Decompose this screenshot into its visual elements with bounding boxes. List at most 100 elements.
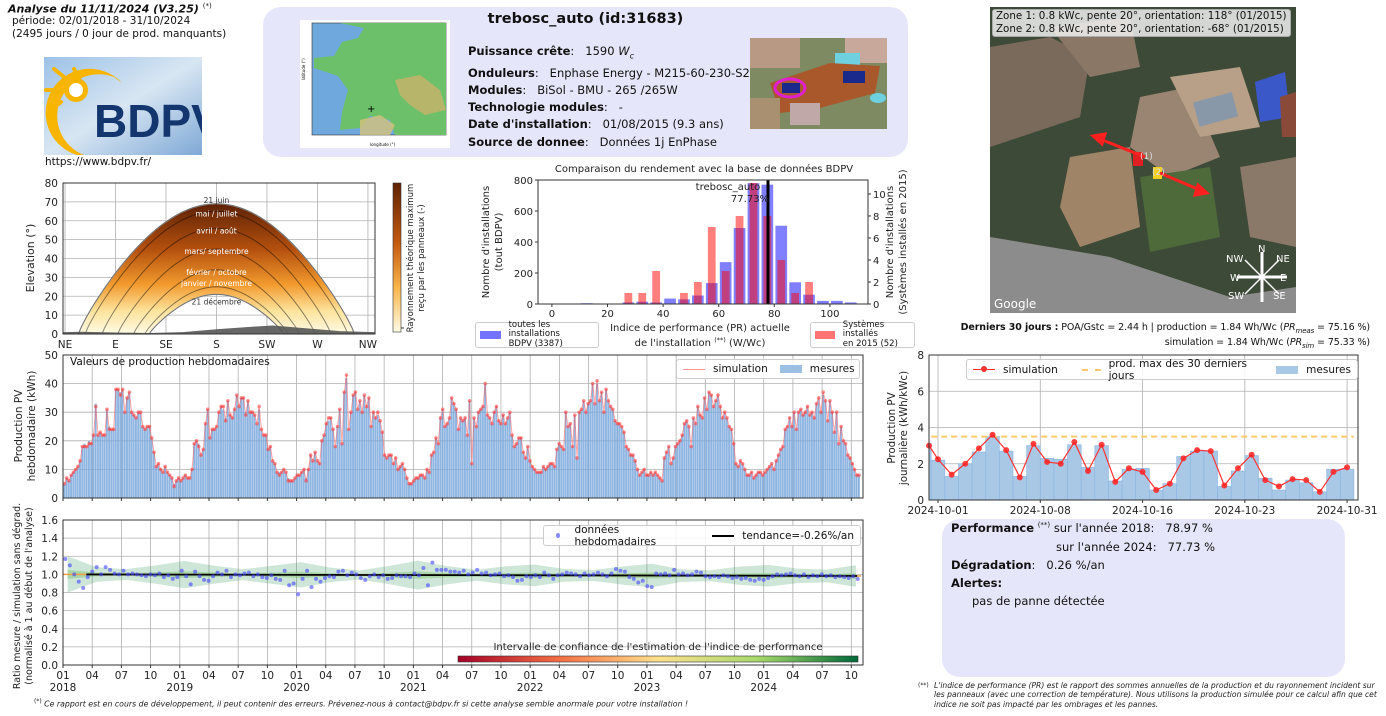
weekly-ratio-point <box>493 572 498 577</box>
simulation-point <box>754 473 758 477</box>
zone-1-marker: (1) <box>1140 152 1153 162</box>
y-tick-label: 30 <box>45 272 58 284</box>
simulation-point <box>579 407 584 412</box>
simulation-point <box>1344 464 1351 471</box>
weekly-bar <box>231 417 234 498</box>
weekly-bar <box>658 477 661 498</box>
sun-path-chart: 0 10 20 30 40 50 60 70 80 NE E SE S SW W NW 21 juin mai /… <box>24 178 427 351</box>
weekly-bar <box>589 400 592 498</box>
weekly-bar <box>416 477 419 498</box>
daily-production-chart: 0 2 4 6 8 2024-10-01 2024-10-08 2024-10-16 2024-… <box>886 350 1378 517</box>
bdpv-url-link[interactable]: https://www.bdpv.fr/ <box>45 156 152 168</box>
weekly-ratio-point <box>246 570 251 575</box>
axes-frame <box>62 354 864 499</box>
simulation-point <box>496 418 501 423</box>
weekly-bar <box>499 423 502 498</box>
alerts-value: pas de panne détectée <box>972 594 1105 608</box>
y-tick-label: 6 <box>917 386 924 398</box>
y-tick-label: 0 <box>917 495 924 507</box>
x-tick-label-year: 2023 <box>634 682 661 694</box>
simulation-point <box>622 430 626 435</box>
weekly-bar <box>278 472 281 498</box>
legend-trend: tendance=-0.26%/an <box>702 530 854 542</box>
simulation-point <box>602 410 606 415</box>
weekly-bar <box>369 426 372 498</box>
daily-bar <box>1189 450 1205 501</box>
weekly-bar <box>387 455 390 498</box>
x-tick-label-month: 04 <box>436 670 450 682</box>
x-tick-label: 20 <box>601 309 614 320</box>
weekly-bar <box>264 435 267 498</box>
weekly-ratio-point <box>851 574 856 579</box>
x-tick-label-month: 10 <box>728 670 741 682</box>
weekly-ratio-point <box>367 574 372 579</box>
weekly-bar <box>687 426 690 498</box>
simulation-point <box>396 467 400 472</box>
weekly-ratio-point <box>287 583 292 588</box>
simulation-point <box>675 441 680 446</box>
simulation-point <box>232 407 237 412</box>
simulation-point <box>96 433 100 437</box>
daily-bar <box>1026 445 1041 501</box>
simulation-point <box>1235 465 1241 472</box>
weekly-bar <box>414 477 417 498</box>
simulation-point <box>843 441 848 446</box>
weekly-ratio-point <box>179 568 184 573</box>
weekly-ratio-point <box>148 572 153 577</box>
simulation-point <box>76 464 80 469</box>
weekly-ratio-point <box>707 575 712 580</box>
weekly-ratio-point <box>560 572 565 577</box>
simulation-point <box>624 444 629 449</box>
simulation-point <box>485 413 490 417</box>
weekly-bar <box>741 463 744 498</box>
legend-swatch-blue <box>779 365 802 373</box>
simulation-point <box>821 390 826 394</box>
simulation-point <box>279 470 284 475</box>
simulation-point <box>819 410 823 415</box>
simulation-point <box>814 401 819 406</box>
weekly-bar <box>533 469 536 498</box>
x-tick-label: 60 <box>712 309 725 320</box>
simulation-point <box>720 416 725 420</box>
simulation-point <box>660 479 664 483</box>
weekly-bar <box>851 463 854 498</box>
simulation-point <box>266 447 270 452</box>
sun-path-label: 21 décembre <box>192 297 242 306</box>
weekly-bar <box>819 412 822 498</box>
weekly-bar <box>126 397 128 498</box>
weekly-bar <box>748 475 751 498</box>
weekly-ratio-point <box>215 570 220 575</box>
weekly-bar <box>678 440 681 498</box>
weekly-bar <box>761 475 764 498</box>
simulation-point <box>1071 439 1078 445</box>
weekly-bar <box>318 463 321 498</box>
simulation-point <box>105 407 109 412</box>
simulation-point <box>799 407 803 412</box>
y-axis-label-left: Nombre d'installations <box>481 186 492 298</box>
daily-bar <box>1230 470 1246 501</box>
weekly-ratio-point <box>81 585 86 590</box>
simulation-point <box>532 467 537 472</box>
weekly-ratio-point <box>528 575 533 580</box>
simulation-point <box>494 404 499 409</box>
weekly-bar <box>804 412 807 498</box>
x-tick-label: 100 <box>820 309 839 320</box>
y-tick-label: 20 <box>45 291 58 303</box>
weekly-bar <box>826 420 829 498</box>
weekly-bar <box>793 412 795 498</box>
simulation-point <box>443 424 447 429</box>
weekly-bar <box>405 477 408 498</box>
weekly-bar <box>600 392 603 498</box>
weekly-ratio-point <box>663 571 668 576</box>
weekly-bar <box>273 463 276 498</box>
weekly-bar <box>275 472 278 498</box>
weekly-ratio-point <box>510 575 515 580</box>
weekly-bar <box>260 429 263 498</box>
weekly-bar <box>587 403 590 498</box>
y-tick-label-right: 6 <box>873 234 879 245</box>
weekly-bar <box>155 466 158 498</box>
simulation-point <box>505 416 510 420</box>
weekly-ratio-point <box>130 571 135 576</box>
simulation-point <box>423 476 427 480</box>
simulation-point <box>841 439 846 443</box>
